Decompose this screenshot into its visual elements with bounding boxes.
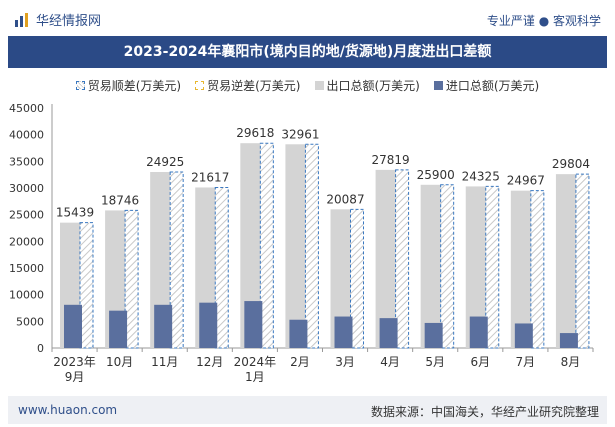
legend-label-export: 出口总额(万美元) — [326, 78, 420, 93]
export-bar — [375, 169, 398, 348]
surplus-data-label: 21617 — [191, 170, 229, 184]
surplus-bar — [350, 208, 364, 349]
x-tick-label: 2023年 — [53, 355, 96, 369]
legend-item-surplus: 贸易顺差(万美元) — [75, 77, 182, 94]
import-bar — [154, 304, 173, 348]
surplus-data-label: 29804 — [552, 157, 590, 171]
import-bar — [469, 316, 488, 348]
x-tick-label: 5月 — [425, 355, 445, 369]
import-bar — [289, 319, 308, 348]
surplus-data-label: 24925 — [146, 155, 184, 169]
y-tick-label: 5000 — [16, 315, 44, 328]
x-tick-label: 12月 — [196, 355, 223, 369]
surplus-data-label: 24325 — [462, 169, 500, 183]
surplus-bar — [530, 190, 545, 349]
surplus-data-label: 32961 — [281, 127, 319, 141]
brand[interactable]: 华经情报网 — [14, 10, 101, 29]
legend-item-export: 出口总额(万美元) — [314, 77, 420, 94]
legend-swatch-export — [314, 80, 324, 90]
x-tick-label: 2024年 — [234, 355, 277, 369]
y-tick-label: 40000 — [9, 129, 44, 142]
legend-swatch-deficit — [195, 80, 205, 90]
surplus-bar — [395, 169, 410, 349]
x-tick-label: 4月 — [380, 355, 400, 369]
export-bar — [510, 190, 533, 348]
footer: www.huaon.com 数据来源：中国海关，华经产业研究院整理 — [8, 396, 607, 424]
chart-title-bar: 2023-2024年襄阳市(境内目的地/货源地)月度进出口差额 — [8, 36, 607, 68]
legend: 贸易顺差(万美元) 贸易逆差(万美元) 出口总额(万美元) 进口总额(万美元) — [8, 74, 607, 96]
surplus-data-label: 18746 — [101, 193, 139, 207]
data-source: 数据来源：中国海关，华经产业研究院整理 — [370, 405, 599, 419]
top-bar: 华经情报网 专业严谨 ● 客观科学 — [0, 0, 615, 38]
surplus-data-label: 24967 — [507, 174, 545, 188]
y-tick-label: 35000 — [9, 155, 44, 168]
surplus-bar — [485, 185, 500, 349]
export-bar — [420, 184, 443, 348]
tagline: 专业严谨 ● 客观科学 — [486, 14, 601, 28]
x-tick-label: 3月 — [335, 355, 355, 369]
import-bar — [244, 301, 263, 348]
x-tick-label: 8月 — [561, 355, 581, 369]
y-tick-label: 10000 — [9, 289, 44, 302]
legend-label-surplus: 贸易顺差(万美元) — [87, 78, 182, 93]
surplus-data-label: 20087 — [326, 192, 364, 206]
surplus-bar — [79, 222, 94, 349]
x-tick-label: 2月 — [290, 355, 310, 369]
surplus-data-label: 27819 — [371, 153, 409, 167]
export-bar — [240, 143, 263, 348]
logo-icon — [15, 12, 28, 27]
brand-name: 华经情报网 — [36, 14, 102, 29]
x-tick-label: 9月 — [65, 370, 85, 384]
y-tick-label: 45000 — [9, 102, 44, 115]
x-tick-label: 7月 — [516, 355, 536, 369]
import-bar — [379, 318, 398, 348]
export-bar — [150, 172, 173, 348]
import-bar — [559, 333, 578, 348]
y-tick-label: 30000 — [9, 182, 44, 195]
import-bar — [334, 316, 353, 348]
legend-label-deficit: 贸易逆差(万美元) — [207, 78, 301, 93]
legend-swatch-surplus — [75, 80, 85, 90]
x-tick-label: 11月 — [151, 355, 178, 369]
import-bar — [424, 322, 443, 348]
import-bar — [64, 304, 82, 348]
legend-label-import: 进口总额(万美元) — [445, 78, 540, 93]
surplus-bar — [440, 184, 455, 349]
export-bar — [465, 186, 488, 348]
surplus-bar — [259, 142, 274, 349]
surplus-data-label: 15439 — [56, 206, 94, 220]
legend-item-deficit: 贸易逆差(万美元) — [195, 77, 301, 94]
export-bar — [555, 174, 578, 348]
x-tick-label: 6月 — [470, 355, 490, 369]
surplus-bar — [575, 173, 590, 349]
surplus-bar — [304, 143, 319, 349]
surplus-bar — [124, 209, 139, 349]
x-tick-label: 10月 — [106, 355, 133, 369]
export-bar — [330, 209, 353, 348]
y-tick-label: 25000 — [9, 209, 44, 222]
y-tick-label: 20000 — [9, 235, 44, 248]
footer-url[interactable]: www.huaon.com — [18, 403, 118, 417]
import-bar — [109, 310, 128, 348]
y-tick-label: 15000 — [9, 262, 44, 275]
legend-item-import: 进口总额(万美元) — [433, 77, 540, 94]
import-bar — [199, 302, 218, 348]
chart-title: 2023-2024年襄阳市(境内目的地/货源地)月度进出口差额 — [123, 44, 492, 60]
import-bar — [514, 323, 533, 348]
export-bar — [285, 144, 308, 348]
surplus-data-label: 29618 — [236, 126, 274, 140]
surplus-bar — [169, 171, 184, 349]
legend-swatch-import — [433, 80, 443, 90]
surplus-data-label: 25900 — [417, 168, 455, 182]
x-tick-label: 1月 — [245, 370, 265, 384]
y-tick-label: 0 — [37, 342, 44, 355]
surplus-bar — [214, 186, 229, 349]
